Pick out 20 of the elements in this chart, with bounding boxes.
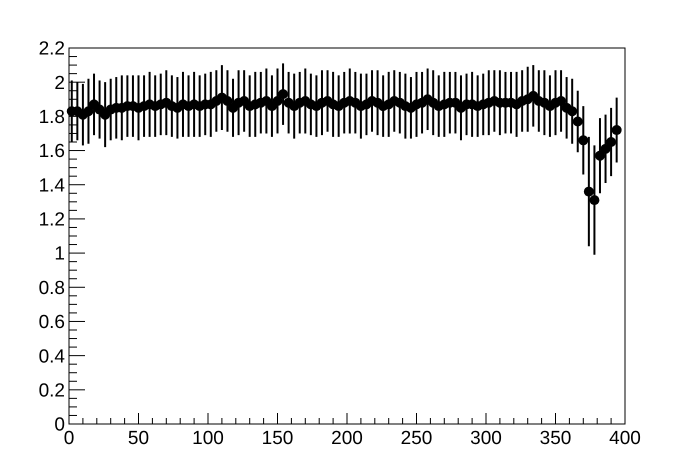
x-tick-label: 400 [609, 428, 641, 449]
y-tick-label: 0.8 [38, 278, 65, 299]
x-tick-label: 150 [262, 428, 294, 449]
y-tick-label: 0.2 [38, 380, 65, 402]
x-tick-label: 200 [331, 428, 363, 449]
y-tick-label: 1.4 [38, 175, 66, 196]
x-tick-label: 350 [540, 428, 572, 449]
y-tick-label: 2 [54, 72, 65, 94]
y-tick-label: 1 [54, 244, 65, 265]
x-tick-label: 300 [470, 428, 502, 449]
x-tick-label: 50 [128, 428, 150, 449]
y-tick-label: 1.2 [38, 210, 65, 231]
y-tick-label: 1.8 [38, 107, 65, 128]
y-tick-label: 0.4 [38, 346, 66, 368]
y-tick-label: 1.6 [38, 141, 65, 162]
y-tick-label: 0.6 [38, 312, 65, 334]
x-tick-label: 250 [400, 428, 432, 449]
x-tick-label: 100 [192, 428, 224, 449]
y-tick-label: 2.2 [38, 38, 65, 60]
y-tick-label: 0 [54, 414, 65, 436]
